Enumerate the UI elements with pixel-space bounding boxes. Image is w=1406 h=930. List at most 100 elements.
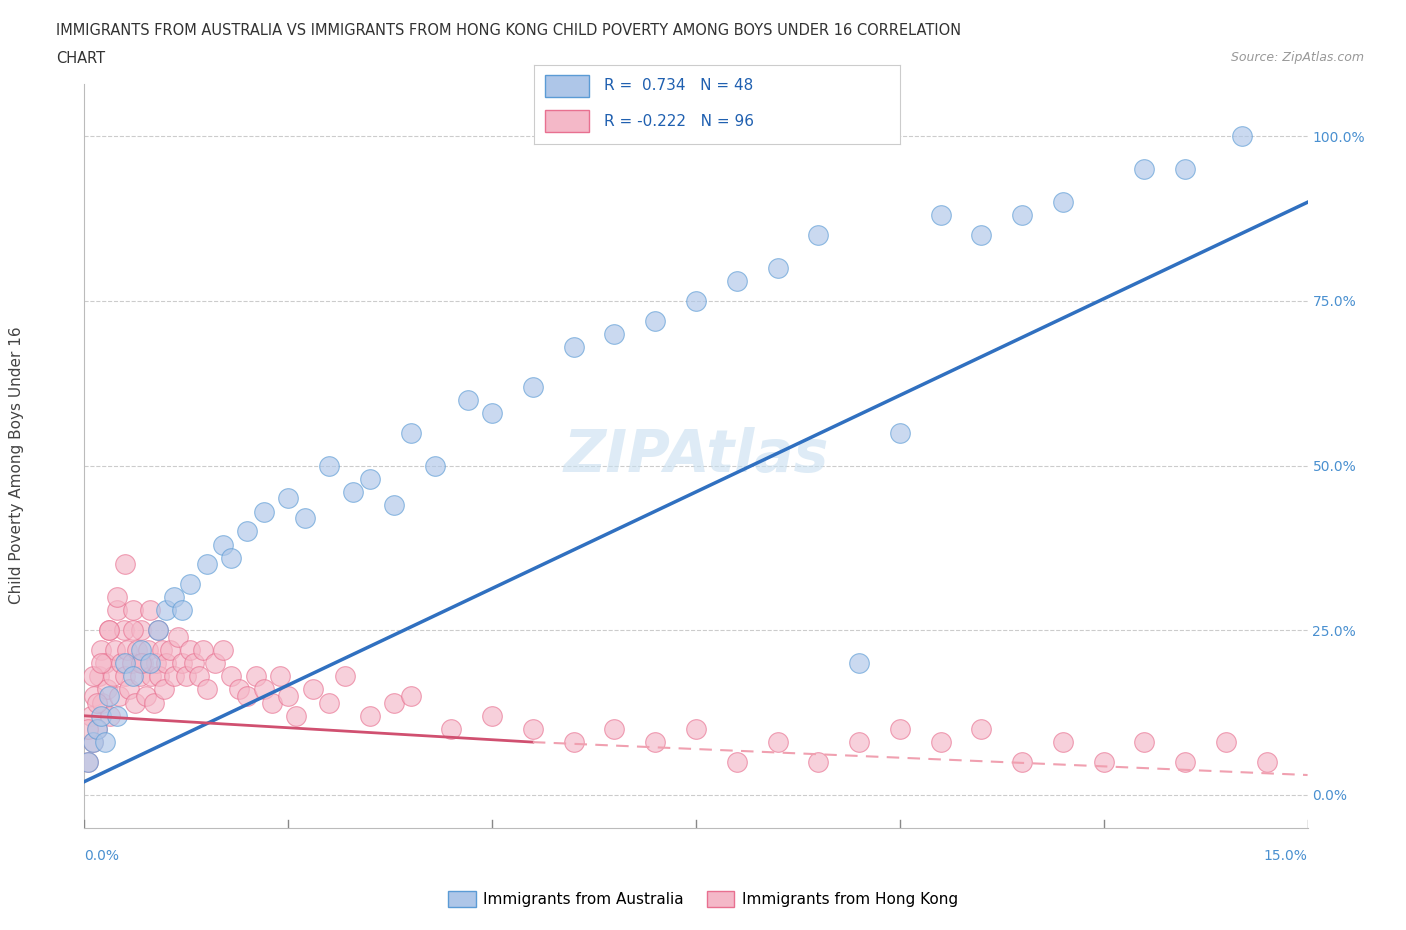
Point xyxy=(153,682,176,697)
Point xyxy=(562,735,585,750)
Text: R =  0.734   N = 48: R = 0.734 N = 48 xyxy=(603,78,754,93)
Point xyxy=(685,722,707,737)
Point xyxy=(172,603,194,618)
Point xyxy=(457,392,479,407)
Point xyxy=(195,682,218,697)
Point xyxy=(146,623,169,638)
Point xyxy=(114,557,136,572)
Point xyxy=(90,656,112,671)
Text: R = -0.222   N = 96: R = -0.222 N = 96 xyxy=(603,113,754,128)
Point xyxy=(100,709,122,724)
Point xyxy=(183,656,205,671)
Point xyxy=(87,669,110,684)
Point xyxy=(172,656,194,671)
Text: 15.0%: 15.0% xyxy=(1264,849,1308,863)
Point xyxy=(155,603,177,618)
Point xyxy=(685,294,707,309)
Point xyxy=(644,313,666,328)
Point xyxy=(131,623,153,638)
Point xyxy=(122,669,145,684)
Point xyxy=(603,722,626,737)
Point xyxy=(260,695,283,710)
Point xyxy=(93,735,117,750)
Point xyxy=(174,669,197,684)
Text: 0.0%: 0.0% xyxy=(84,849,120,863)
Point xyxy=(889,722,911,737)
Point xyxy=(889,425,911,440)
Point xyxy=(128,669,150,684)
Point xyxy=(195,557,218,572)
Point xyxy=(131,643,153,658)
Point xyxy=(253,504,276,519)
Point xyxy=(80,709,103,724)
Point xyxy=(212,538,235,552)
Point xyxy=(766,260,789,275)
Point xyxy=(138,603,160,618)
Point xyxy=(132,656,155,671)
Point xyxy=(318,695,340,710)
Point xyxy=(522,722,544,737)
Point xyxy=(335,669,357,684)
Point xyxy=(807,228,830,243)
Point xyxy=(105,603,128,618)
Point xyxy=(150,643,173,658)
Point xyxy=(83,688,105,703)
Point xyxy=(163,669,186,684)
Point xyxy=(277,688,299,703)
Point xyxy=(725,754,748,769)
Point xyxy=(1174,162,1197,177)
Point xyxy=(124,695,146,710)
Point xyxy=(399,688,422,703)
Point xyxy=(105,590,128,604)
Point xyxy=(970,228,993,243)
Legend: Immigrants from Australia, Immigrants from Hong Kong: Immigrants from Australia, Immigrants fr… xyxy=(441,884,965,913)
Point xyxy=(163,590,186,604)
Point xyxy=(1232,129,1254,144)
Point xyxy=(562,339,585,354)
Point xyxy=(1133,162,1156,177)
Point xyxy=(148,669,170,684)
Point xyxy=(136,643,159,658)
Point xyxy=(603,326,626,341)
Point xyxy=(86,722,108,737)
Point xyxy=(77,754,100,769)
Point xyxy=(187,669,209,684)
Point xyxy=(522,379,544,394)
Point xyxy=(114,656,136,671)
Point xyxy=(382,498,405,512)
Point xyxy=(1215,735,1237,750)
Point xyxy=(399,425,422,440)
Point xyxy=(122,623,145,638)
Point xyxy=(318,458,340,473)
Text: CHART: CHART xyxy=(56,51,105,66)
Point xyxy=(167,630,190,644)
Point xyxy=(191,643,214,658)
Point xyxy=(118,682,141,697)
Point xyxy=(121,656,143,671)
Point xyxy=(1011,208,1033,223)
Point xyxy=(122,603,145,618)
Point xyxy=(1092,754,1115,769)
Point xyxy=(112,623,135,638)
Text: IMMIGRANTS FROM AUSTRALIA VS IMMIGRANTS FROM HONG KONG CHILD POVERTY AMONG BOYS : IMMIGRANTS FROM AUSTRALIA VS IMMIGRANTS … xyxy=(56,23,962,38)
Point xyxy=(104,643,127,658)
Point xyxy=(146,623,169,638)
Point xyxy=(127,643,149,658)
Text: ZIPAtlas: ZIPAtlas xyxy=(564,427,828,485)
Point xyxy=(179,577,201,591)
Text: Child Poverty Among Boys Under 16: Child Poverty Among Boys Under 16 xyxy=(10,326,24,604)
Point xyxy=(423,458,446,473)
Point xyxy=(929,735,952,750)
Point xyxy=(101,669,124,684)
Point xyxy=(93,656,117,671)
Point xyxy=(228,682,250,697)
Point xyxy=(725,273,748,288)
Point xyxy=(253,682,276,697)
Point xyxy=(179,643,201,658)
Point xyxy=(77,754,100,769)
Point xyxy=(236,524,259,538)
Point xyxy=(1256,754,1278,769)
Point xyxy=(1052,735,1074,750)
Point xyxy=(1011,754,1033,769)
Point xyxy=(359,472,381,486)
